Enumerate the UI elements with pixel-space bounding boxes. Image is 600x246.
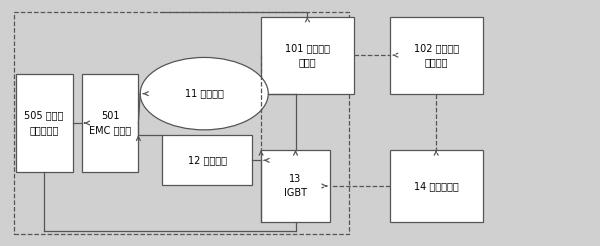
FancyBboxPatch shape bbox=[390, 16, 482, 94]
FancyBboxPatch shape bbox=[390, 150, 482, 222]
Text: 102 积分器及
控制电路: 102 积分器及 控制电路 bbox=[413, 43, 459, 67]
FancyBboxPatch shape bbox=[82, 74, 139, 172]
FancyBboxPatch shape bbox=[261, 150, 330, 222]
Text: 14 驱动变流器: 14 驱动变流器 bbox=[414, 181, 458, 191]
Text: 11 换能线圈: 11 换能线圈 bbox=[185, 89, 224, 99]
Text: 501
EMC 滤波器: 501 EMC 滤波器 bbox=[89, 111, 131, 135]
Text: 505 全波整
流及滤波器: 505 全波整 流及滤波器 bbox=[25, 111, 64, 135]
Text: 12 谐振电容: 12 谐振电容 bbox=[188, 155, 227, 165]
FancyBboxPatch shape bbox=[14, 12, 349, 234]
FancyBboxPatch shape bbox=[163, 135, 252, 185]
FancyBboxPatch shape bbox=[16, 74, 73, 172]
Text: 101 分压器及
比较器: 101 分压器及 比较器 bbox=[285, 43, 330, 67]
Ellipse shape bbox=[140, 58, 268, 130]
Text: 13
IGBT: 13 IGBT bbox=[284, 174, 307, 198]
FancyBboxPatch shape bbox=[261, 16, 354, 94]
